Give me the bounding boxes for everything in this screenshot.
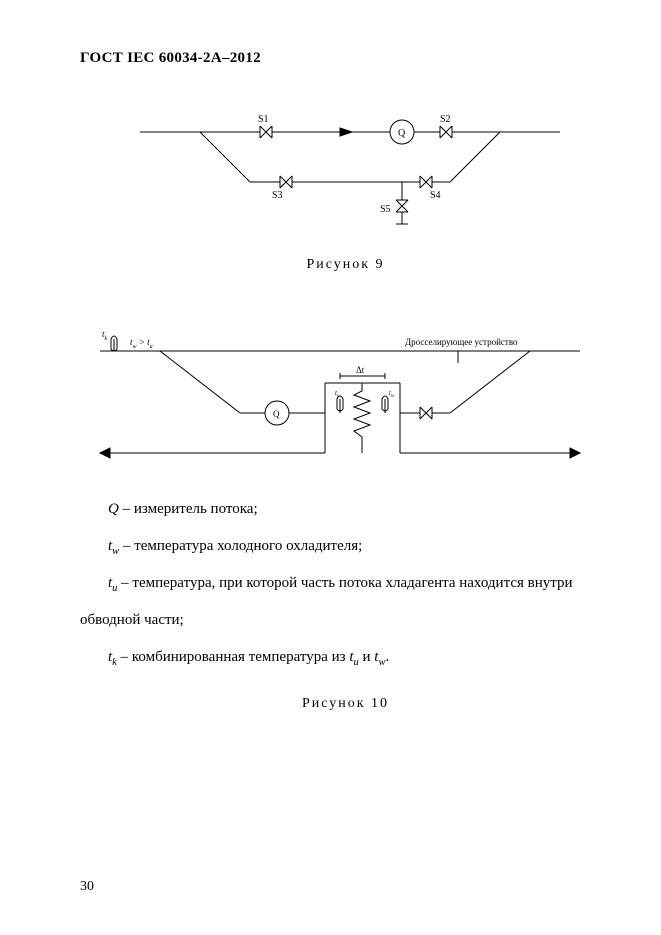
legend-tk: tk – комбинированная температура из tu и… xyxy=(80,641,611,674)
fig10-dt: Δt xyxy=(356,365,365,375)
figure-10-svg: tk tw > tu Дросселирующее устройство Δt … xyxy=(70,323,600,473)
fig9-label-q: Q xyxy=(398,128,406,139)
legend-list: Q – измеритель потока; tw – температура … xyxy=(80,493,611,674)
figure-10-caption: Рисунок 10 xyxy=(80,696,611,712)
fig10-cond: tw > tu xyxy=(130,337,153,350)
legend-tw: tw – температура холодного охладителя; xyxy=(80,530,611,563)
fig10-tw: tw xyxy=(389,389,395,399)
page: ГОСТ IEC 60034-2А–2012 xyxy=(0,0,661,935)
legend-tu: tu – температура, при которой часть пото… xyxy=(80,567,611,600)
fig10-tu: tu xyxy=(335,389,340,399)
fig9-label-s3: S3 xyxy=(272,190,283,201)
figure-9-svg: S1 S2 Q S3 S4 S5 xyxy=(140,112,560,232)
fig9-label-s2: S2 xyxy=(440,114,451,125)
figure-9-caption: Рисунок 9 xyxy=(80,257,611,273)
legend-q: Q – измеритель потока; xyxy=(80,493,611,526)
fig9-label-s5: S5 xyxy=(380,204,391,215)
page-number: 30 xyxy=(80,879,94,895)
figure-10: tk tw > tu Дросселирующее устройство Δt … xyxy=(70,323,600,473)
document-header: ГОСТ IEC 60034-2А–2012 xyxy=(80,50,611,67)
fig9-label-s4: S4 xyxy=(430,190,441,201)
fig10-q: Q xyxy=(273,409,280,419)
fig9-label-s1: S1 xyxy=(258,114,269,125)
legend-tu-cont: обводной части; xyxy=(80,604,611,637)
fig10-throttle-label: Дросселирующее устройство xyxy=(405,337,518,347)
figure-9: S1 S2 Q S3 S4 S5 xyxy=(140,112,560,232)
fig10-tk: tk xyxy=(102,329,108,342)
